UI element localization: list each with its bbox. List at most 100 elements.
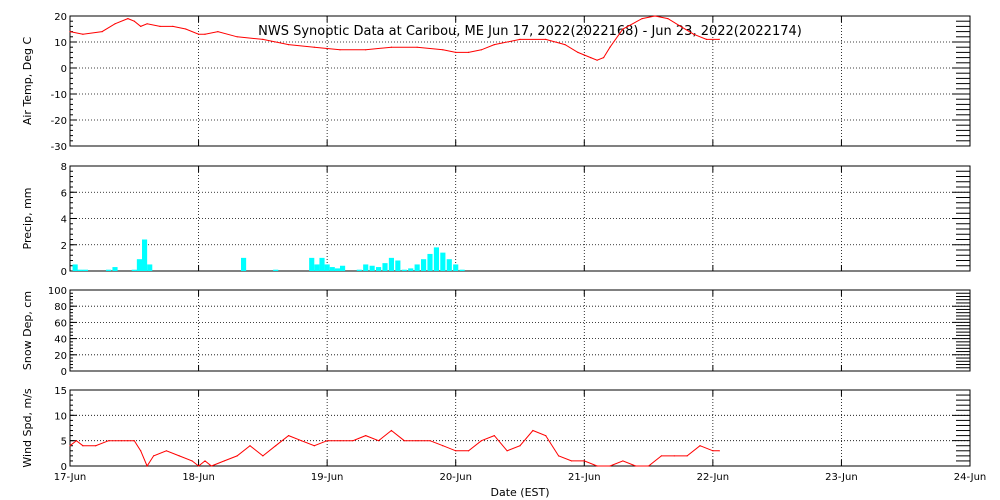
precip-bar xyxy=(369,265,375,271)
data-point xyxy=(455,51,457,54)
precip-bar xyxy=(433,247,439,271)
data-point xyxy=(622,460,624,462)
precip-bar xyxy=(309,257,315,271)
precip-bar xyxy=(106,269,112,271)
data-point xyxy=(191,460,193,462)
data-point xyxy=(204,460,206,462)
precip-bar xyxy=(363,264,369,271)
data-point xyxy=(660,455,663,457)
precip-bar xyxy=(147,264,153,271)
data-point xyxy=(673,455,675,457)
data-point xyxy=(204,33,206,35)
data-point xyxy=(197,465,200,467)
data-point xyxy=(390,429,393,432)
data-point xyxy=(564,44,566,46)
precip-bar xyxy=(340,265,346,271)
data-point xyxy=(609,465,611,467)
y-tick-label: 20 xyxy=(54,12,67,23)
y-tick-label: 0 xyxy=(61,367,67,378)
y-tick-label: 15 xyxy=(54,386,67,397)
x-tick-label: 17-Jun xyxy=(54,472,87,483)
data-point xyxy=(75,440,78,442)
y-axis-label: Snow Dep, cm xyxy=(21,291,34,370)
data-point xyxy=(583,460,585,462)
precip-bar xyxy=(414,264,420,271)
chart-title: NWS Synoptic Data at Caribou, ME Jun 17,… xyxy=(258,24,802,39)
data-point xyxy=(236,455,238,457)
data-point xyxy=(133,20,135,22)
y-axis-label: Precip, mm xyxy=(21,188,34,250)
data-point xyxy=(442,49,444,51)
precip-bar xyxy=(459,269,465,271)
y-tick-label: -20 xyxy=(51,116,67,127)
y-tick-label: 0 xyxy=(61,64,67,75)
data-point xyxy=(120,440,123,442)
precip-bar xyxy=(446,259,452,271)
y-tick-label: 80 xyxy=(54,302,67,313)
precip-bar xyxy=(112,267,118,271)
y-tick-label: 0 xyxy=(61,462,67,473)
y-tick-label: 5 xyxy=(61,437,67,448)
precip-bar xyxy=(131,269,137,271)
x-tick-label: 21-Jun xyxy=(568,472,601,483)
panel-2: 0 20 40 60 80 100 Snow Dep, cm xyxy=(21,286,971,378)
precip-bar xyxy=(314,264,320,271)
data-point xyxy=(519,445,521,447)
data-point xyxy=(596,59,598,61)
data-point xyxy=(127,440,129,442)
data-point xyxy=(718,450,720,452)
panel-frame xyxy=(69,289,971,372)
y-tick-label: 4 xyxy=(61,215,67,226)
data-point xyxy=(262,455,264,457)
panel-0: -30 -20 -10 0 10 20 Air Temp, Deg C xyxy=(21,12,971,153)
data-point xyxy=(429,440,431,442)
precip-bar xyxy=(136,259,142,271)
data-point xyxy=(287,435,290,437)
data-point xyxy=(686,455,688,457)
y-tick-label: 0 xyxy=(61,267,67,278)
data-point xyxy=(602,57,605,59)
precip-bar xyxy=(401,269,407,271)
data-point xyxy=(133,440,135,442)
precip-bar xyxy=(334,268,340,271)
y-tick-label: 100 xyxy=(48,286,67,297)
x-tick-label: 24-Jun xyxy=(954,472,987,483)
data-point xyxy=(390,46,393,48)
data-point xyxy=(313,445,315,447)
x-tick-label: 23-Jun xyxy=(825,472,858,483)
data-point xyxy=(416,46,418,48)
y-tick-label: 10 xyxy=(54,411,67,422)
data-point xyxy=(101,31,103,33)
data-point xyxy=(377,440,380,442)
data-point xyxy=(557,455,560,457)
precip-bar xyxy=(453,264,459,271)
precip-bar xyxy=(142,239,148,271)
data-point xyxy=(403,440,405,442)
precip-bar xyxy=(329,267,335,271)
data-point xyxy=(82,445,84,447)
y-axis-label: Air Temp, Deg C xyxy=(21,37,34,126)
data-point xyxy=(223,460,225,462)
precip-bar xyxy=(324,264,330,271)
precip-bar xyxy=(440,252,446,271)
data-point xyxy=(82,33,84,35)
data-point xyxy=(692,33,695,35)
data-point xyxy=(95,445,97,447)
data-point xyxy=(313,46,315,48)
data-point xyxy=(146,23,148,25)
y-tick-label: 40 xyxy=(54,335,67,346)
data-point xyxy=(622,28,624,30)
precip-bar xyxy=(77,269,83,271)
data-point xyxy=(467,51,470,54)
panel-1: 0 2 4 6 8 Precip, mm xyxy=(21,162,971,278)
data-point xyxy=(365,49,367,51)
data-point xyxy=(114,23,116,25)
data-point xyxy=(442,445,444,447)
data-point xyxy=(262,38,264,41)
data-point xyxy=(127,18,129,20)
data-point xyxy=(545,38,547,41)
x-tick-label: 19-Jun xyxy=(311,472,344,483)
data-point xyxy=(647,465,650,467)
precip-bar xyxy=(395,260,401,271)
